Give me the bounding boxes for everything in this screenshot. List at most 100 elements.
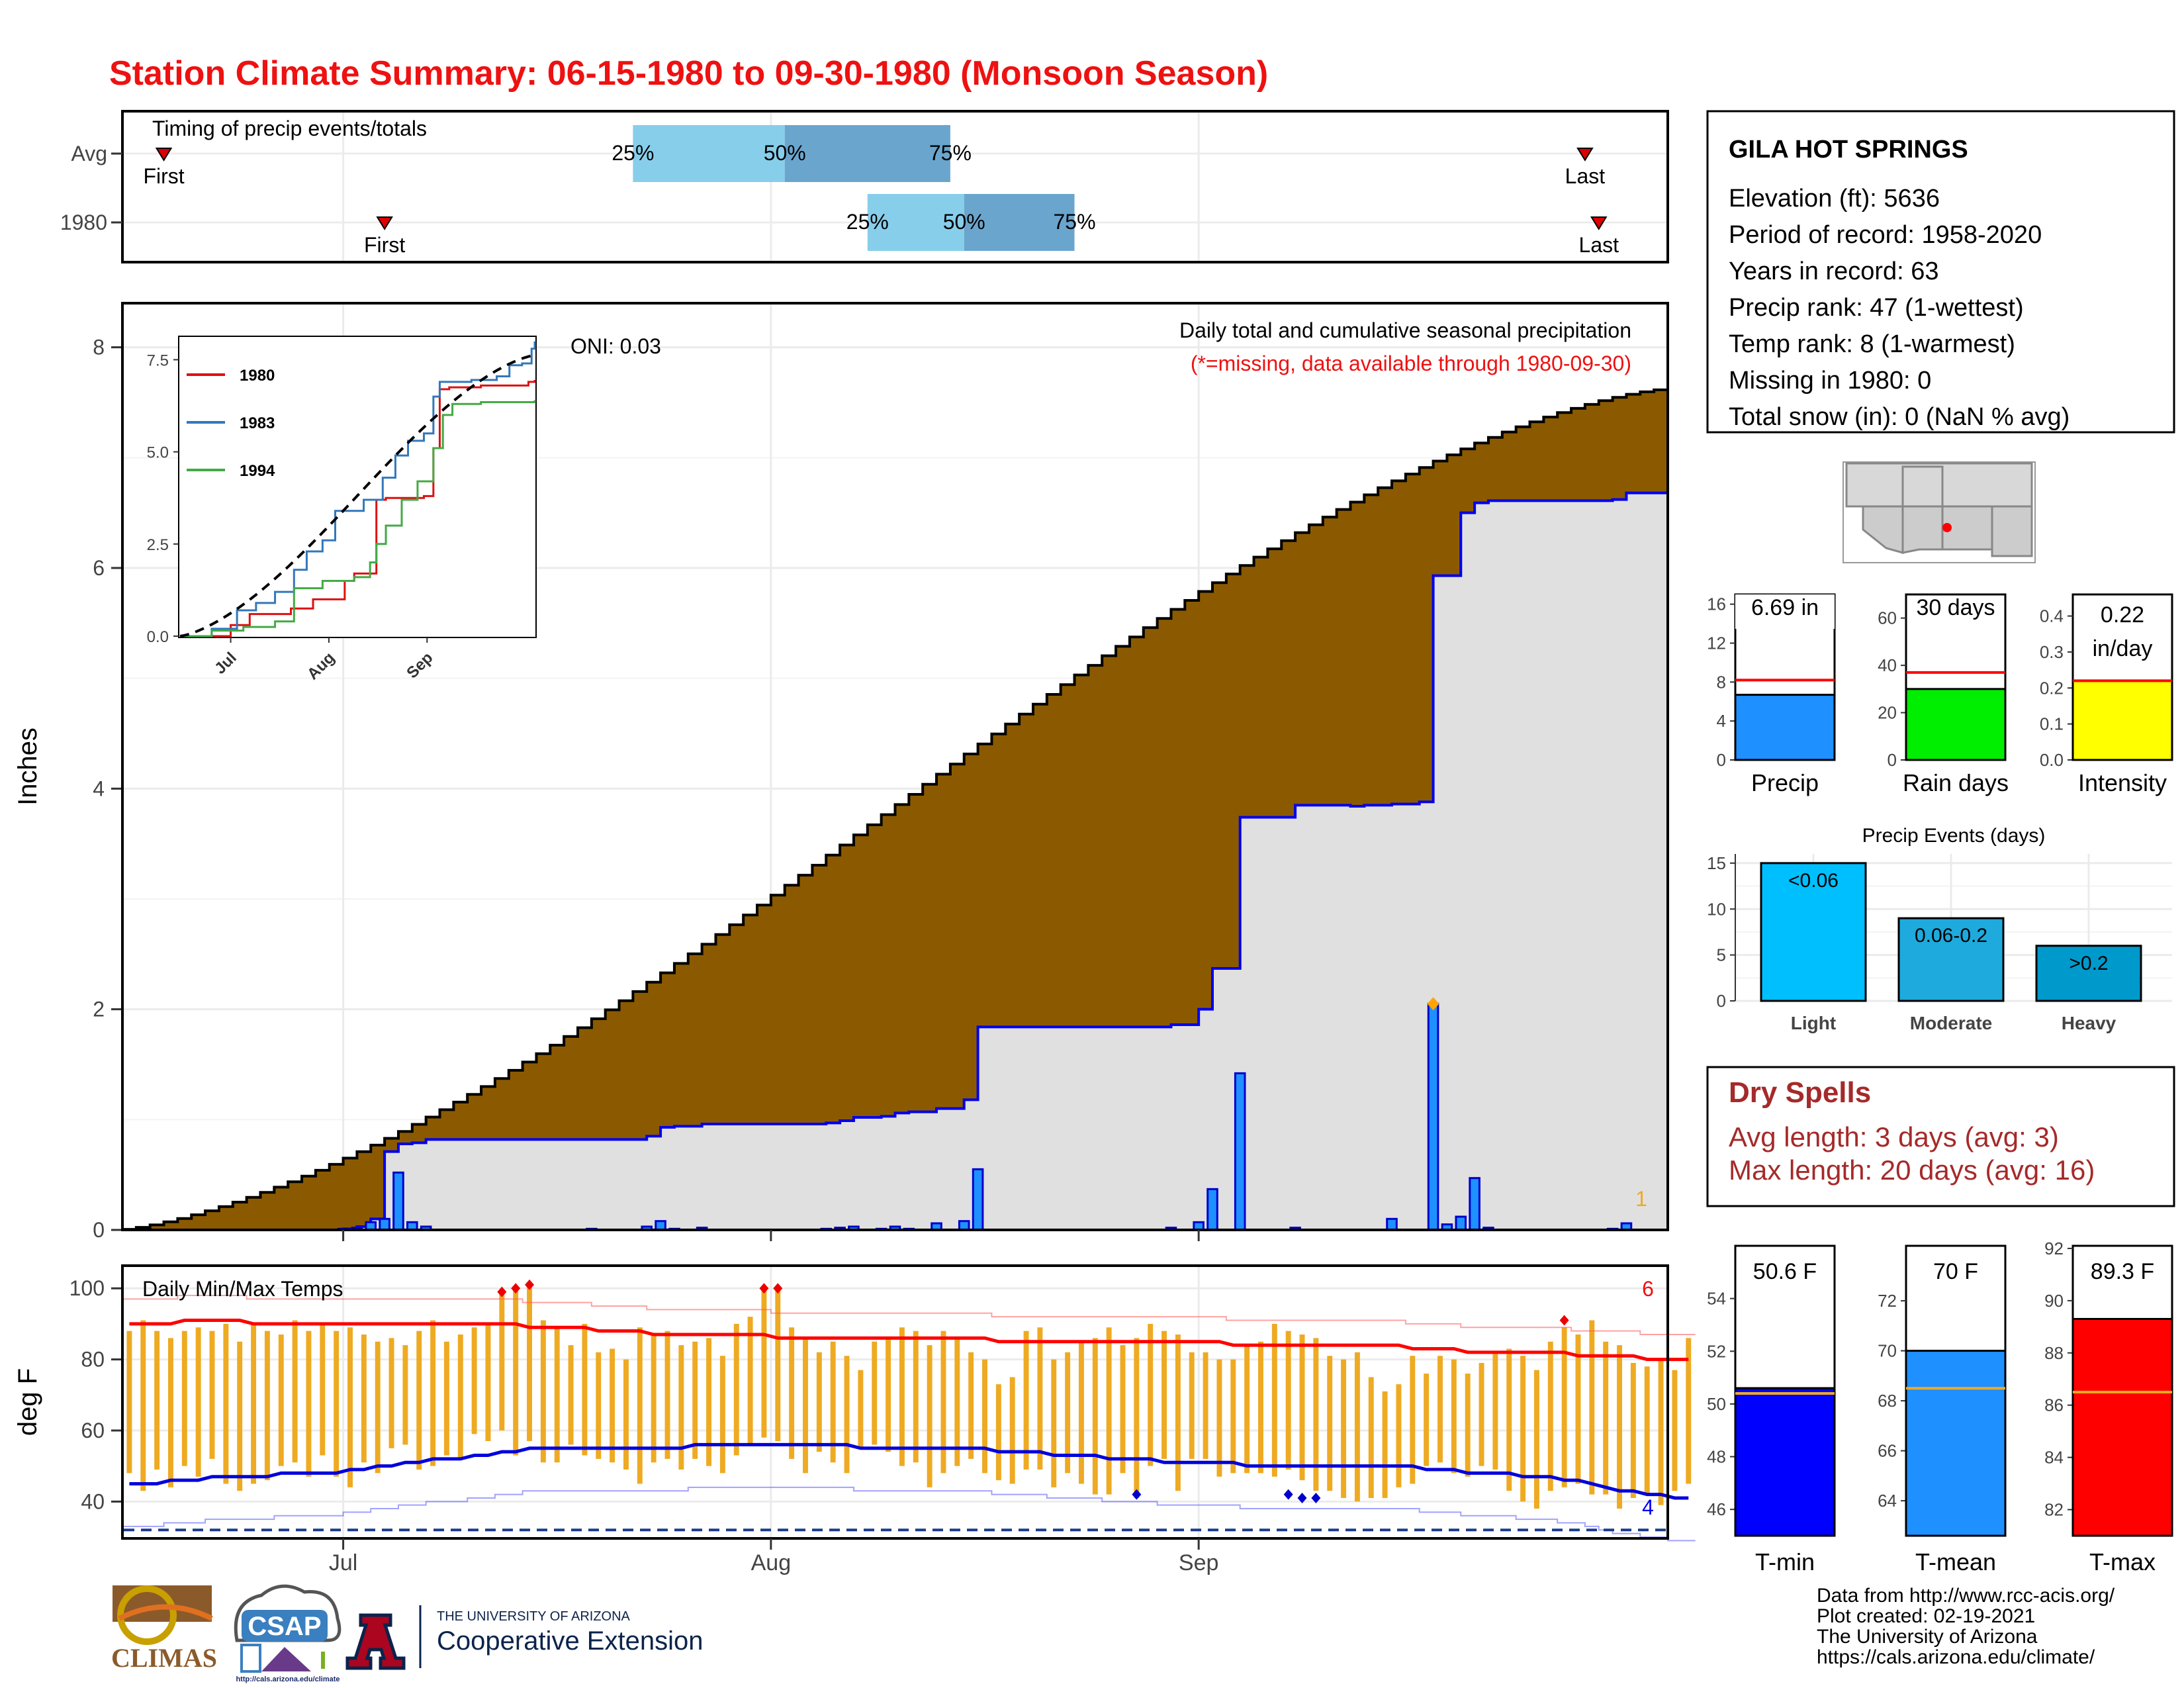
- small-panel-bar: [1734, 694, 1836, 761]
- station-name: GILA HOT SPRINGS: [1729, 136, 1968, 164]
- timing-marker-label: Last: [1565, 164, 1606, 188]
- daily-temp-range-bar: [375, 1341, 381, 1474]
- daily-temp-range-bar: [1271, 1323, 1277, 1477]
- small-panel-ytick-label: 0.4: [2040, 606, 2064, 626]
- small-panel-ytick-label: 0.2: [2040, 678, 2064, 698]
- daily-precip-bar: [1427, 1002, 1439, 1231]
- daily-temp-range-bar: [610, 1348, 615, 1463]
- daily-temp-range-bar: [1492, 1352, 1498, 1470]
- tmin-ytick-label: 54: [1707, 1289, 1726, 1309]
- max-precip-diamond: [1427, 997, 1439, 1011]
- dry-spells-title: Dry Spells: [1729, 1076, 1871, 1109]
- daily-temp-range-bar: [1161, 1331, 1167, 1459]
- rain-days-value-label: 30 days: [1916, 595, 1995, 620]
- daily-temp-range-bar: [1396, 1384, 1402, 1487]
- small-panel-bar: [1905, 688, 2007, 761]
- station-info-line: Years in record: 63: [1729, 258, 1939, 285]
- events-bar: [1760, 862, 1867, 1002]
- daily-temp-range-bar: [1258, 1341, 1263, 1474]
- small-panel-ytick-label: 16: [1707, 594, 1726, 614]
- daily-temp-range-bar: [1479, 1362, 1484, 1466]
- timing-quantile-label: 25%: [846, 210, 889, 234]
- daily-temp-range-bar: [1672, 1370, 1678, 1491]
- main-ytick-label: 8: [93, 336, 105, 359]
- page-title: Station Climate Summary: 06-15-1980 to 0…: [109, 54, 1268, 93]
- daily-temp-range-bar: [1341, 1359, 1347, 1498]
- footer-line: https://cals.arizona.edu/climate/: [1817, 1646, 2095, 1668]
- timing-panel: Avg 25% 50% 75% First Last 1980 25% 50% 75% First L…: [60, 110, 1669, 263]
- temp-ytick-label: 60: [81, 1419, 105, 1442]
- daily-precip-bar: [972, 1168, 984, 1231]
- tmean-ytick-label: 66: [1878, 1441, 1897, 1461]
- tmax-value-label: 89.3 F: [2091, 1259, 2154, 1284]
- daily-temp-range-bar: [1023, 1331, 1029, 1470]
- inset-ytick-label: 7.5: [147, 352, 169, 369]
- tmean-ytick-label: 72: [1878, 1291, 1897, 1311]
- daily-temp-range-bar: [320, 1323, 326, 1456]
- daily-temp-range-bar: [886, 1338, 891, 1452]
- daily-temp-range-bar: [457, 1335, 463, 1459]
- timing-q50-q75-bar: [784, 125, 950, 182]
- inset-series-line: [180, 380, 536, 637]
- daily-temp-range-bar: [623, 1359, 629, 1470]
- footer-line: Plot created: 02-19-2021: [1817, 1605, 2035, 1627]
- timing-row-label: 1980: [60, 211, 107, 234]
- daily-temp-range-bar: [940, 1331, 946, 1474]
- events-bar-label: >0.2: [2069, 953, 2108, 974]
- avg-low-line: [129, 1442, 1689, 1500]
- daily-precip-bar: [392, 1171, 404, 1231]
- daily-temp-range-bar: [747, 1317, 753, 1445]
- daily-temp-range-bar: [719, 1356, 725, 1474]
- daily-temp-range-bar: [1465, 1374, 1471, 1477]
- record-high-marker: [497, 1286, 507, 1297]
- daily-temp-range-bar: [651, 1335, 657, 1463]
- tmin-ytick-label: 52: [1707, 1341, 1726, 1361]
- daily-temp-range-bar: [982, 1359, 987, 1474]
- timing-q25-q50-bar: [867, 194, 964, 251]
- daily-temp-range-bar: [1658, 1359, 1664, 1505]
- events-title: Precip Events (days): [1862, 825, 2046, 847]
- x-axis-label: Aug: [751, 1550, 792, 1575]
- daily-temp-range-bar: [402, 1345, 408, 1445]
- missing-note: (*=missing, data available through 1980-…: [1191, 352, 1631, 375]
- daily-precip-bar: [1455, 1215, 1467, 1231]
- rain-days-panel-title: Rain days: [1903, 769, 2009, 796]
- inset-ytick-label: 2.5: [147, 536, 169, 554]
- station-info-line: Total snow (in): 0 (NaN % avg): [1729, 403, 2070, 431]
- daily-temp-range-bar: [527, 1284, 532, 1442]
- tmin-ytick-label: 50: [1707, 1394, 1726, 1414]
- events-bar-label: 0.06-0.2: [1915, 925, 1987, 947]
- precip-total-panel: 0 4 8 12 16 6.69 in Precip: [1707, 593, 1836, 796]
- record-low-marker: [1297, 1492, 1307, 1503]
- main-ytick-label: 0: [93, 1218, 105, 1242]
- tmean-bar: [1905, 1350, 2007, 1537]
- record-high-line: [122, 1294, 1696, 1335]
- record-low-marker: [1311, 1492, 1321, 1503]
- inset-ytick-label: 0.0: [147, 628, 169, 646]
- tmax-panel: 82 84 86 88 90 92 89.3 F T-max: [2044, 1239, 2173, 1575]
- daily-temp-range-bar: [499, 1291, 505, 1430]
- temp-ytick-label: 40: [81, 1489, 105, 1513]
- tmax-ytick-label: 88: [2044, 1343, 2064, 1363]
- tmean-panel: 64 66 68 70 72 70 F T-mean: [1878, 1244, 2007, 1575]
- main-header: Daily total and cumulative seasonal prec…: [1179, 318, 1631, 342]
- tmin-bar: [1734, 1387, 1836, 1537]
- temperature-panel: 40 60 80 100 deg F Daily Min/Max Temps 6 4: [13, 1264, 1696, 1542]
- tmax-ytick-label: 84: [2044, 1448, 2064, 1468]
- daily-temp-range-bar: [913, 1331, 919, 1463]
- record-high-marker: [511, 1283, 521, 1294]
- daily-temp-range-bar: [513, 1288, 519, 1456]
- daily-temp-range-bar: [1437, 1356, 1443, 1463]
- cumulative-1980-area: [122, 492, 1668, 1230]
- intensity-panel-title: Intensity: [2078, 769, 2167, 796]
- small-panel-ytick-label: 0.1: [2040, 714, 2064, 734]
- tmean-value-label: 70 F: [1933, 1259, 1978, 1284]
- timing-quantile-label: 50%: [764, 141, 806, 165]
- daily-temp-range-bar: [664, 1331, 670, 1459]
- daily-temp-range-bar: [1327, 1356, 1333, 1491]
- daily-temp-range-bar: [1644, 1366, 1650, 1495]
- footer-line: Data from http://www.rcc-acis.org/: [1817, 1585, 2115, 1607]
- daily-temp-range-bar: [1285, 1331, 1291, 1470]
- daily-temp-range-bar: [1051, 1359, 1057, 1487]
